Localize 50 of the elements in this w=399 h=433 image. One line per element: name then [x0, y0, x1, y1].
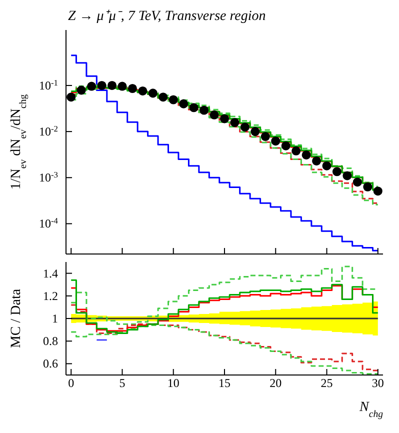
point — [108, 80, 117, 90]
y-tick-label: 1 — [52, 312, 58, 326]
point — [322, 161, 332, 170]
point — [240, 122, 250, 132]
point — [138, 86, 148, 96]
x-axis-title: N$_{chg}$ — [358, 400, 384, 420]
point — [168, 95, 178, 104]
y-tick-label: 1.2 — [43, 288, 58, 303]
point — [87, 82, 96, 91]
point — [97, 80, 106, 90]
x-tick-label: 15 — [218, 376, 230, 390]
point — [189, 103, 198, 112]
x-tick-label: 30 — [372, 376, 384, 390]
point — [363, 182, 372, 192]
point — [332, 167, 342, 176]
x-tick-label: 0 — [68, 376, 74, 390]
y-tick-label: 10$^{-2}$ — [39, 124, 58, 139]
point — [210, 110, 219, 120]
point — [292, 146, 301, 156]
x-tick-label: 10 — [167, 376, 180, 390]
y-tick-label: 10$^{-3}$ — [39, 170, 58, 185]
point — [148, 88, 158, 98]
x-tick-label: 5 — [119, 376, 126, 390]
point — [302, 150, 311, 160]
point — [128, 84, 137, 93]
x-tick-label: 20 — [270, 376, 282, 390]
x-tick-label: 25 — [320, 376, 333, 390]
point — [312, 156, 322, 166]
chart-title: Z → μ⁺μ⁻, 7 TeV, Transverse region — [67, 8, 267, 26]
point — [76, 86, 86, 95]
y-axis-title: MC / Data — [9, 288, 24, 348]
point — [220, 114, 230, 124]
point — [281, 141, 290, 150]
point — [373, 186, 382, 196]
y-tick-label: 1.4 — [43, 266, 58, 280]
point — [352, 178, 362, 187]
y-tick-label: 0.8 — [43, 334, 58, 348]
point — [118, 82, 127, 91]
point — [230, 118, 240, 128]
y-tick-label: 10$^{-4}$ — [39, 216, 59, 231]
point — [158, 92, 168, 102]
point — [66, 92, 76, 102]
y-tick-label: 10$^{-1}$ — [39, 78, 58, 92]
point — [342, 171, 352, 180]
point — [179, 99, 188, 108]
point — [271, 136, 280, 146]
y-tick-label: 0.6 — [43, 356, 58, 371]
point — [250, 127, 260, 136]
point — [260, 132, 270, 142]
point — [200, 106, 209, 115]
